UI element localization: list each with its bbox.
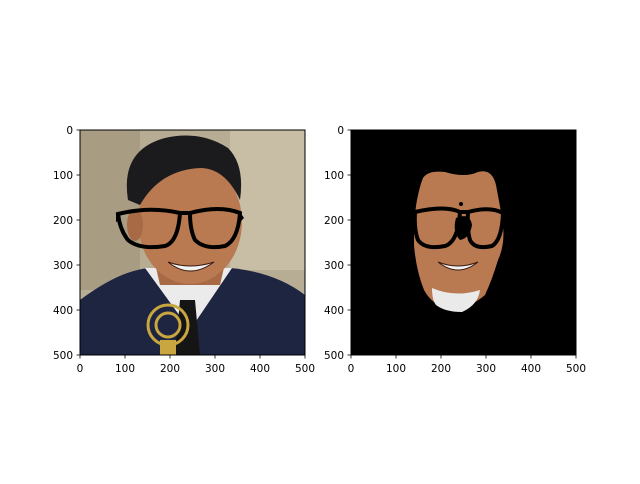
left-x-tick-label: 300: [205, 363, 225, 375]
right-y-tick-label: 400: [324, 305, 344, 317]
left-axes-frame: [79, 129, 306, 356]
left-x-tick-label: 200: [160, 363, 180, 375]
left-y-tick-label: 300: [53, 260, 73, 272]
right-y-tick-label: 300: [324, 260, 344, 272]
left-x-tick-label: 100: [115, 363, 135, 375]
left-y-tick-label: 400: [53, 305, 73, 317]
left-x-tick-label: 500: [295, 363, 315, 375]
left-y-tick-label: 200: [53, 215, 73, 227]
right-x-tick-label: 0: [348, 363, 355, 375]
left-x-tick-label: 400: [250, 363, 270, 375]
masked-face-image: [351, 130, 576, 355]
right-x-tick-label: 300: [476, 363, 496, 375]
right-x-tick-label: 100: [386, 363, 406, 375]
right-y-tick-label: 0: [337, 125, 344, 137]
left-x-tick-label: 0: [77, 363, 84, 375]
right-y-tick-label: 100: [324, 170, 344, 182]
right-x-tick-label: 500: [566, 363, 586, 375]
masked-face-panel: 0 100 200 300 400 500 0 100 200 300 400 500: [324, 125, 586, 375]
left-y-tick-label: 500: [53, 350, 73, 362]
left-y-tick-label: 100: [53, 170, 73, 182]
original-photo-panel: 0 100 200 300 400 500 0 100 200 300 400 500: [53, 125, 315, 375]
right-x-tick-label: 200: [431, 363, 451, 375]
left-y-tick-label: 0: [66, 125, 73, 137]
right-x-tick-label: 400: [521, 363, 541, 375]
left-tick-group: 0 100 200 300 400 500 0 100 200 300 400 500: [53, 125, 315, 375]
right-y-tick-label: 200: [324, 215, 344, 227]
right-y-tick-label: 500: [324, 350, 344, 362]
original-photo: [80, 130, 305, 355]
right-tick-group: 0 100 200 300 400 500 0 100 200 300 400 500: [324, 125, 586, 375]
right-axes-frame: [350, 129, 577, 356]
